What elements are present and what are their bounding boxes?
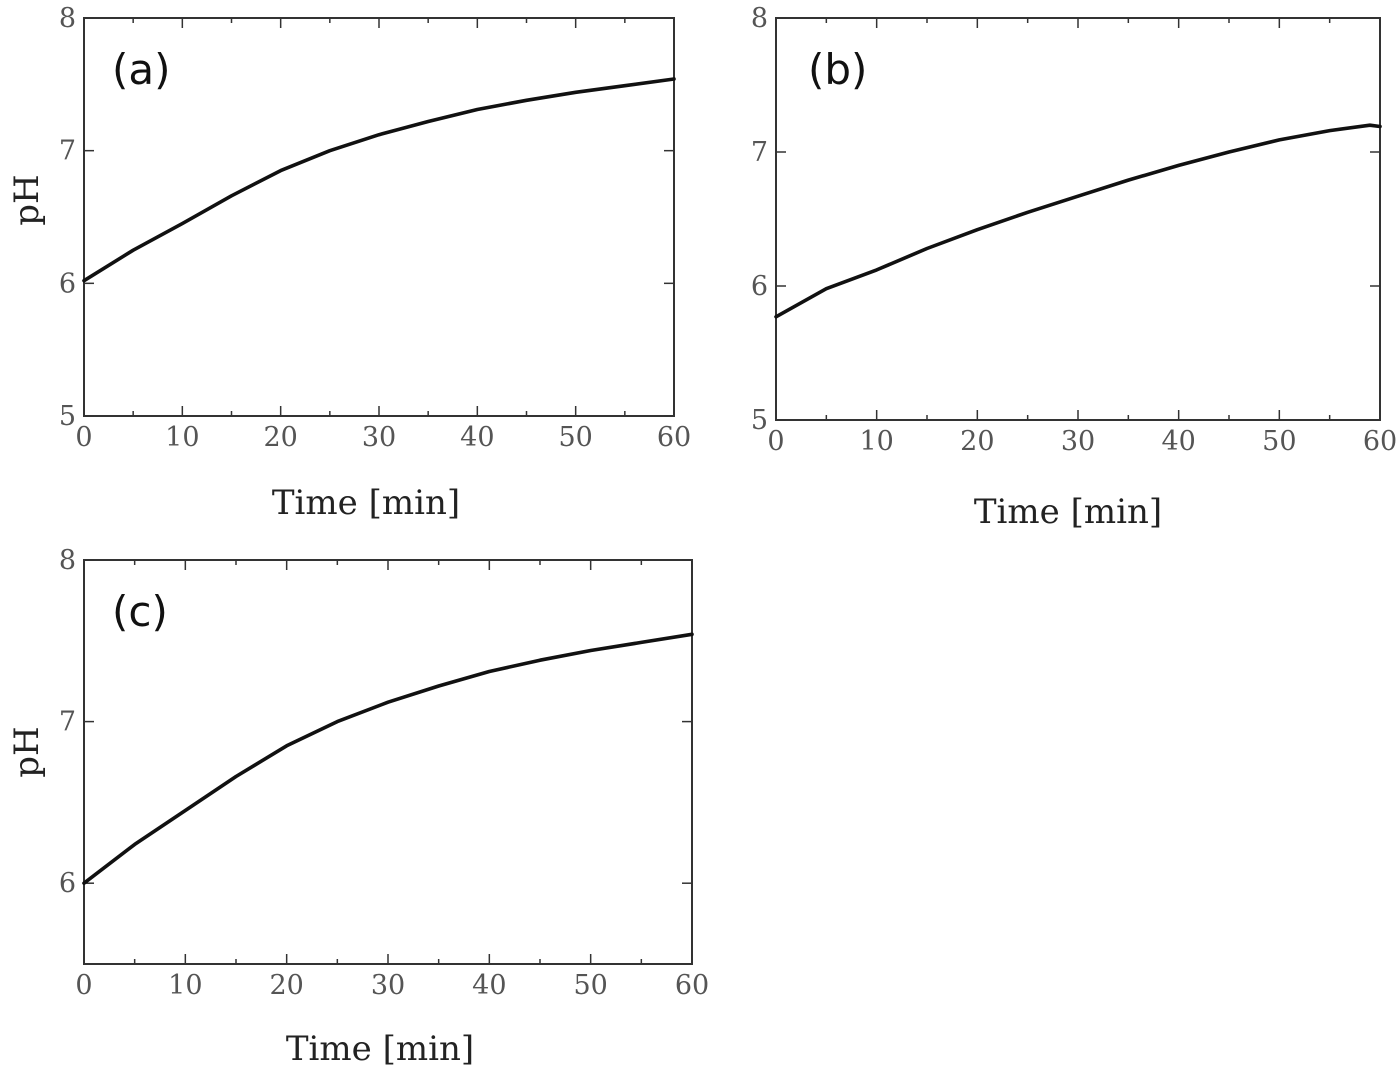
x-tick-label: 10 xyxy=(165,422,199,453)
y-tick-label: 5 xyxy=(59,401,76,432)
x-tick-label: 0 xyxy=(767,426,784,457)
panel-label: (a) xyxy=(112,45,171,94)
y-tick-label: 8 xyxy=(59,545,76,576)
chart-panel-b: 0 10 20 30 40 50 60 5 6 7 8 (b) Time [min] xyxy=(751,3,1397,532)
plot-frame xyxy=(83,559,693,965)
y-tick-label: 6 xyxy=(751,271,768,302)
y-tick-label: 6 xyxy=(59,268,76,299)
x-tick-label: 40 xyxy=(460,422,494,453)
y-tick-label: 6 xyxy=(59,868,76,899)
x-tick-label: 20 xyxy=(960,426,994,457)
series-line-ph xyxy=(82,632,694,886)
x-tick-label: 60 xyxy=(675,970,709,1001)
x-tick-label: 40 xyxy=(472,970,506,1001)
x-tick-label: 0 xyxy=(75,422,92,453)
x-tick-label: 20 xyxy=(263,422,297,453)
x-tick-label: 30 xyxy=(1061,426,1095,457)
chart-panel-c: 0 10 20 30 40 50 60 6 7 8 (c) Time [min] pH xyxy=(7,545,709,1069)
x-tick-label: 50 xyxy=(558,422,592,453)
x-tick-label: 60 xyxy=(657,422,691,453)
x-tick-label: 10 xyxy=(168,970,202,1001)
chart-panel-a: 0 10 20 30 40 50 60 5 6 7 8 (a) Time [min] pH xyxy=(7,3,691,523)
x-tick-label: 50 xyxy=(573,970,607,1001)
y-tick-label: 8 xyxy=(59,3,76,34)
plot-frame xyxy=(83,17,675,417)
series-line-ph xyxy=(774,123,1382,319)
panel-label: (c) xyxy=(112,587,168,636)
series-line-ph xyxy=(82,77,676,283)
x-tick-label: 30 xyxy=(371,970,405,1001)
x-tick-label: 30 xyxy=(362,422,396,453)
x-tick-label: 60 xyxy=(1363,426,1397,457)
x-tick-label: 20 xyxy=(269,970,303,1001)
panel-label: (b) xyxy=(808,45,867,94)
x-tick-label: 50 xyxy=(1262,426,1296,457)
y-tick-label: 7 xyxy=(751,137,768,168)
y-tick-label: 7 xyxy=(59,136,76,167)
x-tick-label: 40 xyxy=(1161,426,1195,457)
x-axis-label: Time [min] xyxy=(286,1029,474,1069)
y-axis-label: pH xyxy=(7,174,47,225)
x-tick-label: 0 xyxy=(75,970,92,1001)
y-tick-label: 8 xyxy=(751,3,768,34)
x-axis-label: Time [min] xyxy=(974,492,1162,532)
y-axis-label: pH xyxy=(7,726,47,777)
x-axis-label: Time [min] xyxy=(272,483,460,523)
x-tick-label: 10 xyxy=(859,426,893,457)
y-tick-label: 7 xyxy=(59,707,76,738)
y-tick-label: 5 xyxy=(751,405,768,436)
